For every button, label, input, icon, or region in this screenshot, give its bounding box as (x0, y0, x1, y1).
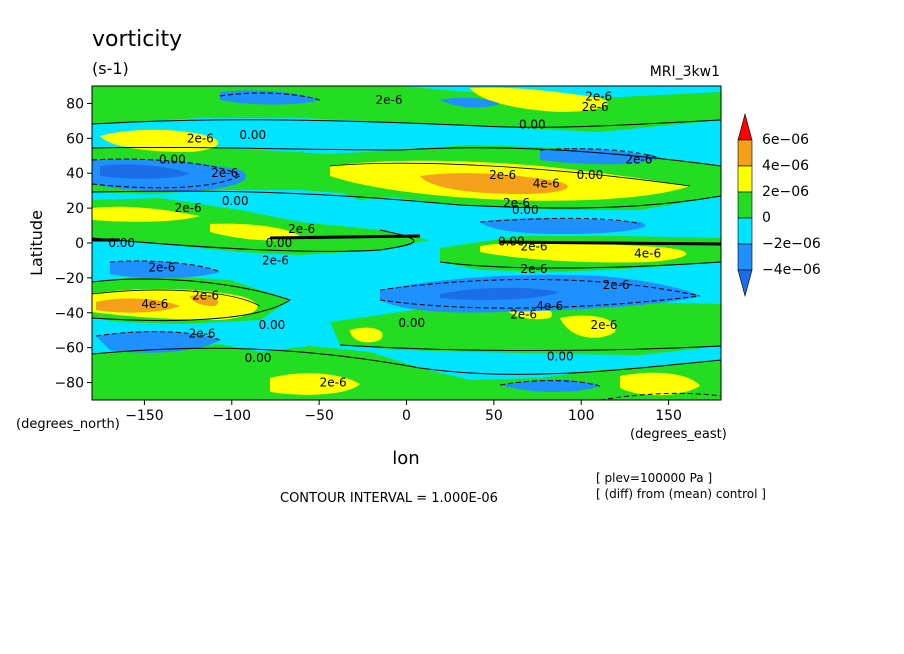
y-tick-label: 40 (66, 166, 84, 182)
y-tick-label: 20 (66, 201, 84, 217)
y-tick-label: −20 (54, 271, 84, 287)
contour-label: 0.00 (266, 236, 293, 250)
colorbar-label: −2e−06 (762, 236, 821, 252)
colorbar-label: 6e−06 (762, 132, 809, 148)
colorbar-label: −4e−06 (762, 262, 821, 278)
contour-label: 0.00 (259, 318, 286, 332)
contour-label: 2e-6 (582, 100, 609, 114)
contour-label: 0.00 (498, 234, 525, 248)
contour-label: 2e-6 (510, 308, 537, 322)
colorbar-swatch (737, 217, 753, 245)
colorbar-label: 2e−06 (762, 184, 809, 200)
contour-label: 0.00 (398, 316, 425, 330)
y-tick-label: 0 (75, 236, 84, 252)
contour-label: 0.00 (519, 117, 546, 131)
y-axis-title: Latitude (27, 210, 46, 276)
contour-label: 2e-6 (489, 168, 516, 182)
contour-label: 2e-6 (187, 131, 214, 145)
y-axis: 80 60 40 20 0 −20 −40 −60 −80 (54, 96, 92, 392)
contour-label: 2e-6 (175, 201, 202, 215)
contour-label: 2e-6 (376, 93, 403, 107)
colorbar-min-triangle (737, 269, 753, 298)
x-tick-label: 50 (485, 408, 503, 424)
contour-label: 2e-6 (521, 239, 548, 253)
model-label: MRI_3kw1 (650, 64, 720, 80)
contour-label: 0.00 (108, 236, 135, 250)
contour-label: 0.00 (245, 351, 272, 365)
y-tick-label: −80 (54, 376, 84, 392)
contour-label: 2e-6 (625, 152, 652, 166)
contour-label: 0.00 (239, 128, 266, 142)
contour-label: 4e-6 (533, 177, 560, 191)
contour-interval-label: CONTOUR INTERVAL = 1.000E-06 (280, 491, 498, 506)
contour-label: 4e-6 (634, 246, 661, 260)
contour-label: 2e-6 (211, 166, 238, 180)
contour-label: 0.00 (547, 349, 574, 363)
difference-note: [ (diff) from (mean) control ] (596, 487, 766, 501)
colorbar-swatch (737, 243, 753, 271)
x-axis: −150 −100 −50 0 50 100 150 (125, 400, 682, 424)
contour-label: 2e-6 (521, 262, 548, 276)
contour-label: 0.00 (222, 194, 249, 208)
x-tick-label: 150 (655, 408, 682, 424)
x-tick-label: 0 (402, 408, 411, 424)
y-axis-units: (degrees_north) (16, 417, 120, 432)
x-tick-label: −100 (213, 408, 251, 424)
x-tick-label: 100 (568, 408, 595, 424)
contour-label: 2e-6 (288, 222, 315, 236)
units-label: (s-1) (92, 59, 129, 78)
colorbar-swatch (737, 139, 753, 167)
contour-label: 2e-6 (148, 260, 175, 274)
y-tick-label: 60 (66, 131, 84, 147)
contour-label: 2e-6 (192, 288, 219, 302)
colorbar-swatch (737, 165, 753, 193)
colorbar-max-triangle (737, 112, 753, 141)
contour-label: 4e-6 (141, 297, 168, 311)
y-tick-label: 80 (66, 96, 84, 112)
x-tick-label: −150 (125, 408, 163, 424)
contour-label: 2e-6 (189, 327, 216, 341)
contour-label: 4e-6 (536, 299, 563, 313)
y-tick-label: −60 (54, 341, 84, 357)
x-tick-label: −50 (304, 408, 334, 424)
chart-title: vorticity (92, 27, 182, 52)
x-axis-title: lon (392, 448, 419, 469)
x-axis-units: (degrees_east) (630, 427, 727, 442)
contour-label: 2e-6 (503, 196, 530, 210)
contour-label: 2e-6 (590, 318, 617, 332)
contour-label: 2e-6 (262, 253, 289, 267)
colorbar-label: 0 (762, 210, 771, 226)
contour-label: 2e-6 (320, 376, 347, 390)
colorbar: 6e−06 4e−06 2e−06 0 −2e−06 −4e−06 (737, 112, 821, 298)
contour-label: 0.00 (159, 152, 186, 166)
contour-label: 2e-6 (585, 89, 612, 103)
contour-label: 0.00 (577, 168, 604, 182)
pressure-level-note: [ plev=100000 Pa ] (596, 471, 712, 485)
y-tick-label: −40 (54, 306, 84, 322)
colorbar-label: 4e−06 (762, 158, 809, 174)
contour-label: 0.00 (512, 203, 539, 217)
colorbar-swatch (737, 191, 753, 219)
contour-label: 2e-6 (603, 278, 630, 292)
